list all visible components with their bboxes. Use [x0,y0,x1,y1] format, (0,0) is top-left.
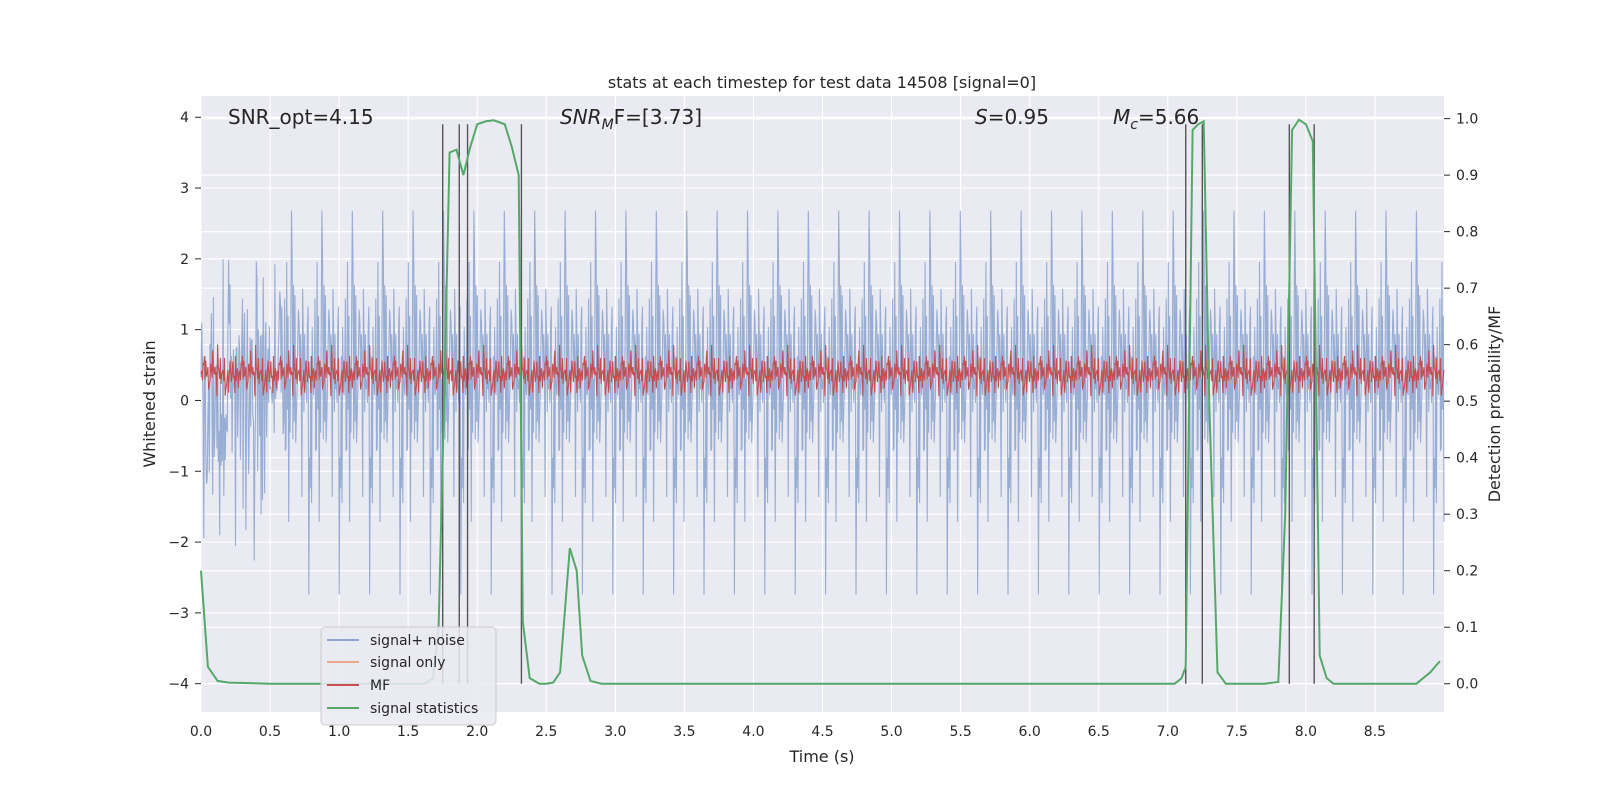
y-left-tick-label: 0 [180,393,189,409]
y-right-tick-label: 0.5 [1456,394,1478,410]
y-left-tick-label: 3 [180,181,189,197]
x-tick-label: 0.5 [259,724,281,740]
mc-sub: c [1130,117,1138,133]
series-signal-noise [200,210,1445,595]
snr-mf-sub: M [602,117,614,133]
y-right-tick-label: 1.0 [1456,112,1478,128]
y-left-tick-label: −3 [168,606,189,622]
x-tick-label: 3.0 [604,724,626,740]
y-right-tick-label: 0.1 [1456,620,1478,636]
x-tick-label: 0.0 [190,724,212,740]
legend-box [320,626,497,726]
y-right-tick-label: 0.3 [1456,507,1478,523]
legend: signal+ noise signal only MF signal stat… [320,626,497,726]
x-tick-label: 7.0 [1157,724,1179,740]
y-left-tick-label: 4 [180,110,189,126]
y-left-tick-label: 1 [180,323,189,339]
x-tick-labels: 0.0 0.5 1.0 1.5 2.0 2.5 3.0 3.5 4.0 4.5 5.0 5.5 6.0 6… [190,724,1386,740]
x-tick-label: 7.5 [1226,724,1248,740]
y-left-tick-label: −4 [168,677,189,693]
x-axis-label: Time (s) [788,747,854,766]
y-right-tick-label: 0.4 [1456,451,1478,467]
y-right-axis-label: Detection probability/MF [1485,306,1504,503]
y-right-tick-label: 0.2 [1456,564,1478,580]
x-tick-label: 2.0 [466,724,488,740]
y-right-tick-label: 0.9 [1456,168,1478,184]
x-tick-label: 1.5 [397,724,419,740]
s-main: S [975,105,988,129]
legend-label-signal-noise: signal+ noise [370,633,465,649]
x-tick-label: 6.5 [1088,724,1110,740]
line-mf [200,344,1445,397]
x-tick-label: 2.5 [535,724,557,740]
x-tick-label: 5.5 [949,724,971,740]
x-tick-label: 4.5 [811,724,833,740]
x-tick-label: 8.0 [1295,724,1317,740]
x-tick-label: 3.5 [673,724,695,740]
legend-label-mf: MF [370,678,390,694]
series-mf [200,344,1445,397]
x-tick-label: 8.5 [1364,724,1386,740]
mc-main: M [1113,105,1130,129]
x-tick-label: 4.0 [742,724,764,740]
y-right-tick-label: 0.7 [1456,281,1478,297]
y-right-tick-labels: 1.0 0.9 0.8 0.7 0.6 0.5 0.4 0.3 0.2 0.1 0.0 [1444,112,1478,693]
mc-rest: =5.66 [1138,105,1199,129]
snr-mf-rest: F=[3.73] [614,105,702,129]
line-signal-statistics [200,118,1441,685]
snr-mf-main: SNR [560,105,602,129]
y-left-tick-labels: 4 3 2 1 0 −1 −2 −3 −4 [168,110,201,693]
legend-label-signal-only: signal only [370,655,445,671]
grid [200,96,1444,712]
annotation-snr-opt: SNR_opt=4.15 [228,105,374,129]
annotation-s: S=0.95 [975,105,1049,129]
y-left-tick-label: 2 [180,252,189,268]
annotation-mc: Mc=5.66 [1113,105,1199,133]
s-rest: =0.95 [988,105,1049,129]
series-signal-statistics [200,118,1441,685]
y-left-tick-label: −1 [168,464,189,480]
annotation-snr-mf: SNRMF=[3.73] [560,105,702,133]
x-tick-label: 1.0 [328,724,350,740]
y-right-tick-label: 0.6 [1456,338,1478,354]
y-left-axis-label: Whitened strain [140,340,159,467]
y-right-tick-label: 0.0 [1456,677,1478,693]
x-tick-label: 5.0 [880,724,902,740]
x-tick-label: 6.0 [1019,724,1041,740]
y-left-tick-label: −2 [168,535,189,551]
legend-label-signal-statistics: signal statistics [370,701,478,717]
line-signal-noise [200,210,1445,595]
chart-title: stats at each timestep for test data 145… [608,73,1036,92]
y-right-tick-label: 0.8 [1456,225,1478,241]
